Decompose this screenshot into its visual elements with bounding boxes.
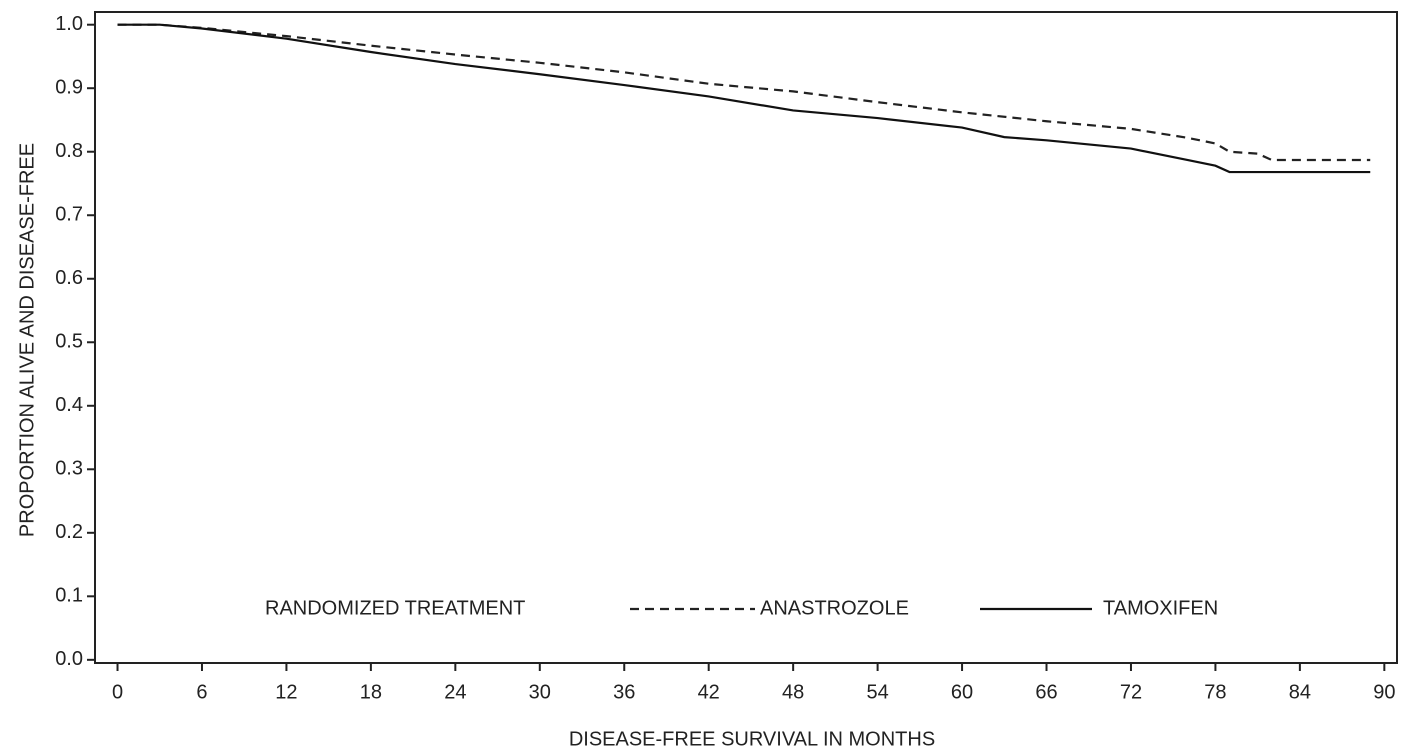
x-tick-label: 0 [112,681,123,703]
x-tick-label: 54 [866,681,888,703]
x-tick-label: 18 [360,681,382,703]
x-tick-label: 6 [196,681,207,703]
x-axis-label: DISEASE-FREE SURVIVAL IN MONTHS [569,728,935,750]
survival-line [117,23,1371,174]
y-tick-label: 0.3 [55,458,83,480]
legend-title: RANDOMIZED TREATMENT [265,597,525,619]
y-tick-label: 0.2 [55,521,83,543]
x-tick-label: 66 [1035,681,1057,703]
x-tick-label: 12 [275,681,297,703]
y-tick-label: 0.5 [55,331,83,353]
x-tick-label: 48 [782,681,804,703]
x-tick-label: 90 [1373,681,1395,703]
x-tick-label: 30 [529,681,551,703]
y-tick-label: 0.6 [55,267,83,289]
y-tick-label: 0.7 [55,204,83,226]
x-tick-label: 72 [1120,681,1142,703]
y-tick-label: 0.8 [55,140,83,162]
x-tick-label: 78 [1204,681,1226,703]
y-tick-label: 1.0 [55,13,83,35]
x-tick-label: 36 [613,681,635,703]
y-tick-label: 0.4 [55,394,83,416]
x-tick-label: 24 [444,681,466,703]
survival-line [117,23,1371,162]
x-tick-label: 84 [1289,681,1311,703]
y-tick-label: 0.0 [55,648,83,670]
y-tick-label: 0.1 [55,585,83,607]
legend-label: TAMOXIFEN [1103,597,1218,619]
x-tick-label: 60 [951,681,973,703]
legend-label: ANASTROZOLE [760,597,909,619]
plot-frame [94,11,1398,664]
y-tick-label: 0.9 [55,76,83,98]
y-axis-label: PROPORTION ALIVE AND DISEASE-FREE [16,143,38,537]
x-tick-label: 42 [698,681,720,703]
